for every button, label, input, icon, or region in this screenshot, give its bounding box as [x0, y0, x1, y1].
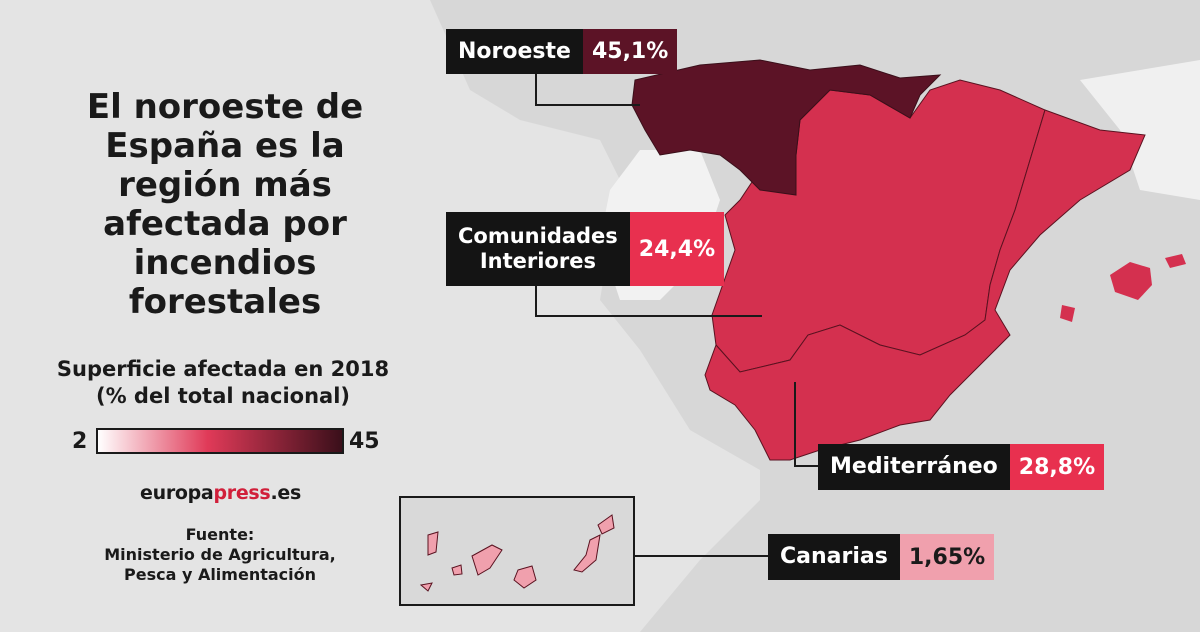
island-gran-canaria: [513, 565, 537, 589]
region-mediterraneo: [704, 109, 1146, 461]
france-shape: [1080, 60, 1200, 200]
callout-mediterraneo-value: 28,8%: [1009, 444, 1105, 490]
island-mallorca: [1110, 262, 1152, 300]
island-la-gomera: [451, 564, 463, 576]
infographic-title: El noroeste de España es la región más a…: [86, 87, 364, 322]
legend-title-line2: (% del total nacional): [95, 384, 351, 408]
legend-max-label: 45: [349, 429, 380, 454]
legend-title-line1: Superficie afectada en 2018: [56, 357, 390, 381]
legend-min-label: 2: [72, 429, 88, 454]
brand-part3: .es: [270, 482, 301, 504]
island-tenerife: [471, 544, 503, 576]
callout-interiores-name-line1: Comunidades: [458, 224, 618, 248]
legend-color-scale: [96, 428, 344, 454]
island-menorca: [1165, 254, 1186, 268]
callout-interiores: Comunidades Interiores 24,4%: [446, 212, 725, 286]
island-la-palma: [427, 531, 439, 556]
callout-noroeste-value: 45,1%: [582, 29, 678, 74]
callout-interiores-value: 24,4%: [629, 212, 725, 286]
island-el-hierro: [419, 582, 433, 592]
brand-part1: europa: [140, 482, 214, 504]
island-ibiza: [1060, 305, 1075, 322]
source-note: Fuente: Ministerio de Agricultura, Pesca…: [80, 525, 360, 585]
noroeste-leader-line: [535, 70, 640, 106]
source-label: Fuente:: [185, 525, 255, 544]
callout-mediterraneo-name: Mediterráneo: [818, 444, 1010, 490]
source-line2: Pesca y Alimentación: [123, 565, 316, 584]
callout-noroeste: Noroeste 45,1%: [446, 29, 678, 74]
source-line1: Ministerio de Agricultura,: [104, 545, 336, 564]
island-fuerteventura: [573, 534, 601, 573]
callout-canarias: Canarias 1,65%: [768, 534, 995, 580]
callout-mediterraneo: Mediterráneo 28,8%: [818, 444, 1105, 490]
callout-interiores-name: Comunidades Interiores: [446, 212, 630, 286]
mediterraneo-leader-line: [794, 382, 820, 467]
legend-title: Superficie afectada en 2018 (% del total…: [18, 356, 428, 410]
island-lanzarote: [597, 514, 615, 535]
region-noroeste: [631, 59, 942, 196]
canarias-islands: [419, 514, 615, 592]
callout-interiores-name-line2: Interiores: [479, 249, 596, 273]
callout-canarias-value: 1,65%: [899, 534, 995, 580]
interiores-leader-line: [535, 282, 762, 317]
brand-part2: press: [213, 482, 271, 504]
callout-canarias-name: Canarias: [768, 534, 900, 580]
brand-logo: europapress.es: [140, 482, 301, 504]
callout-noroeste-name: Noroeste: [446, 29, 583, 74]
